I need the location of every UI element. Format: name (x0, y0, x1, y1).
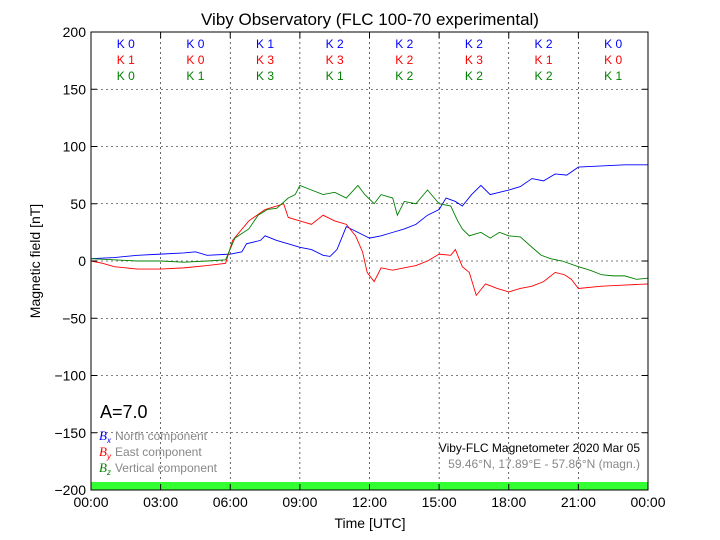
chart-title: Viby Observatory (FLC 100-70 experimenta… (201, 10, 539, 29)
grid (91, 32, 648, 490)
k-index-vertical: K 3 (256, 69, 274, 83)
legend-entry: Bz Vertical component (99, 460, 218, 477)
series-north (90, 164, 648, 260)
k-index-north: K 0 (117, 37, 135, 51)
x-tick-label: 03:00 (143, 494, 178, 510)
x-tick-label: 00:00 (630, 494, 665, 510)
y-tick-label: −50 (62, 310, 86, 326)
series-vertical (90, 184, 649, 280)
k-index-east: K 3 (326, 53, 344, 67)
series-lines (90, 164, 649, 297)
y-tick-label: 50 (70, 196, 86, 212)
x-tick-label: 21:00 (561, 494, 596, 510)
k-index-vertical: K 2 (535, 69, 553, 83)
a-index: A=7.0 (100, 402, 148, 422)
k-index-east: K 2 (395, 53, 413, 67)
y-tick-label: 200 (63, 24, 87, 40)
x-tick-label: 18:00 (491, 494, 526, 510)
y-tick-label: −100 (54, 368, 86, 384)
y-axis-label: Magnetic field [nT] (27, 204, 43, 318)
legend-symbol: B (99, 428, 107, 443)
k-index-east: K 1 (535, 53, 553, 67)
info-line2: 59.46°N, 17.89°E - 57.86°N (magn.) (448, 457, 640, 471)
k-index-north: K 0 (604, 37, 622, 51)
y-tick-label: 150 (63, 81, 87, 97)
legend-label: North component (115, 429, 208, 443)
k-index-vertical: K 2 (465, 69, 483, 83)
info-line1: Viby-FLC Magnetometer 2020 Mar 05 (439, 441, 641, 455)
y-tick-label: 0 (78, 253, 86, 269)
x-tick-label: 06:00 (213, 494, 248, 510)
k-index-east: K 0 (186, 53, 204, 67)
y-tick-label: −200 (54, 482, 86, 498)
legend-subscript: x (106, 436, 112, 445)
k-index-vertical: K 1 (604, 69, 622, 83)
k-index-north: K 2 (535, 37, 553, 51)
legend-subscript: y (106, 452, 112, 461)
y-tick-label: −150 (54, 425, 86, 441)
legend-entry: Bx North component (99, 428, 208, 445)
k-index-east: K 1 (117, 53, 135, 67)
x-tick-label: 15:00 (422, 494, 457, 510)
x-tick-label: 00:00 (73, 494, 108, 510)
k-index-north: K 0 (186, 37, 204, 51)
legend-label: Vertical component (115, 461, 218, 475)
k-index-vertical: K 1 (186, 69, 204, 83)
legend-entry: By East component (99, 444, 202, 461)
k-index-north: K 2 (395, 37, 413, 51)
legend-subscript: z (106, 468, 111, 477)
legend-symbol: B (99, 444, 107, 459)
k-index-vertical: K 2 (395, 69, 413, 83)
x-axis-label: Time [UTC] (334, 515, 405, 531)
k-index-east: K 3 (465, 53, 483, 67)
legend-label: East component (115, 445, 202, 459)
plot-frame (90, 31, 649, 491)
k-index-vertical: K 1 (326, 69, 344, 83)
k-index-north: K 1 (256, 37, 274, 51)
x-tick-label: 09:00 (282, 494, 317, 510)
y-tick-label: 100 (63, 139, 87, 155)
k-index-vertical: K 0 (117, 69, 135, 83)
k-index-north: K 2 (465, 37, 483, 51)
k-index-east: K 0 (604, 53, 622, 67)
k-index-north: K 2 (326, 37, 344, 51)
legend-symbol: B (99, 460, 107, 475)
k-indices: K 0 K 0 K 1 K 2 K 2 K 2 K 2 K 0 K 1 K 0 K 3 K 3 K 2 K… (117, 37, 623, 83)
k-index-east: K 3 (256, 53, 274, 67)
x-tick-label: 12:00 (352, 494, 387, 510)
axis-ticks: 00:00 03:00 06:00 09:00 12:00 15:00 18:00 21:00… (54, 24, 665, 510)
